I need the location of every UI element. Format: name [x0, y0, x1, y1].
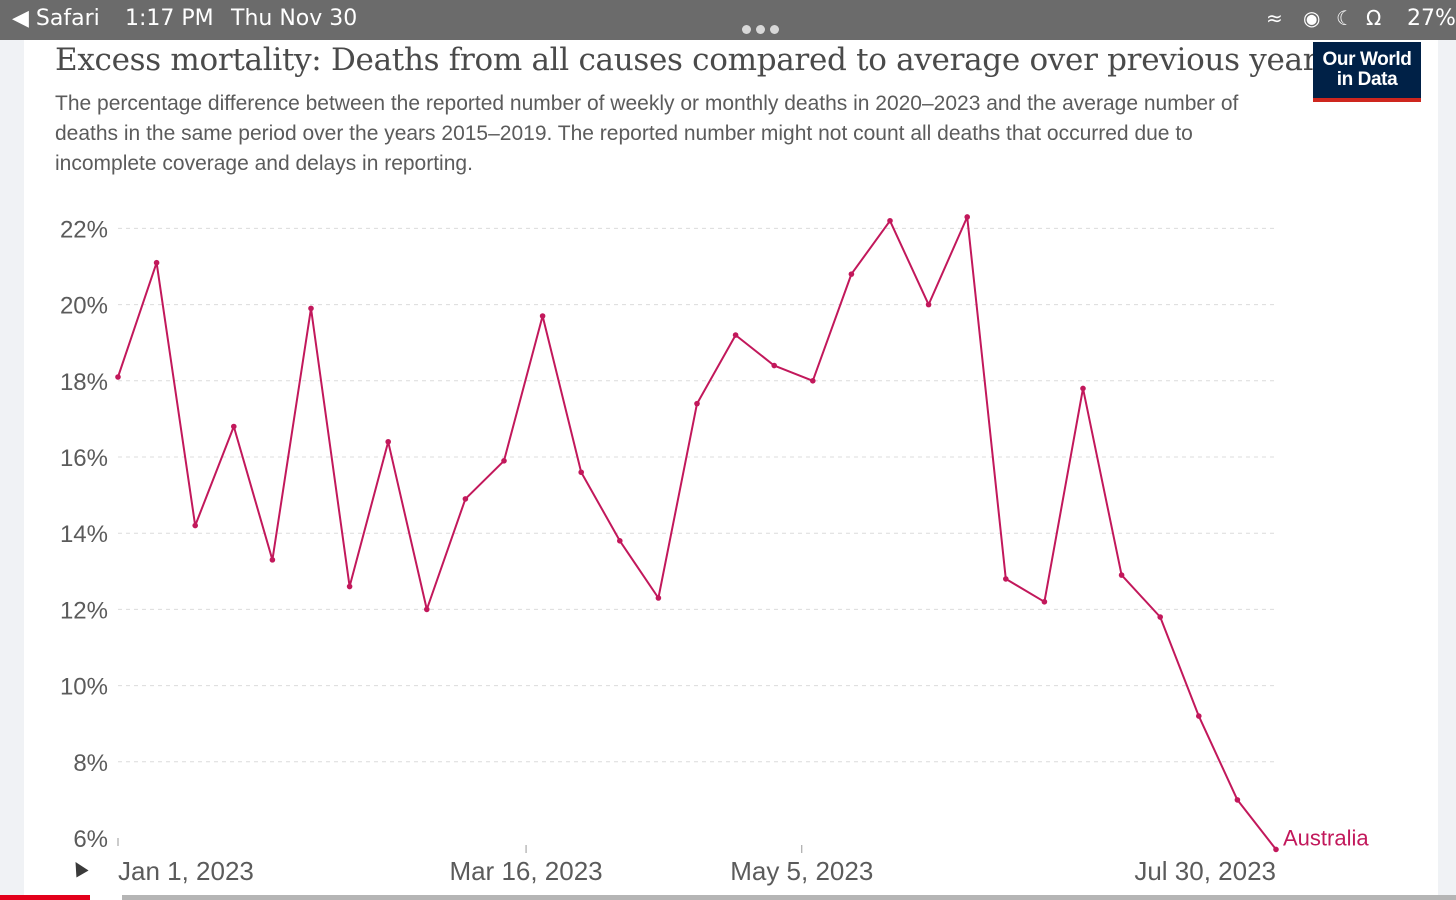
chart-subtitle: The percentage difference between the re…: [55, 92, 1239, 175]
y-tick-label: 20%: [60, 293, 108, 320]
x-tick-label: Mar 16, 2023: [449, 856, 602, 886]
back-arrow-icon: ◀: [12, 6, 29, 31]
data-point: [1234, 797, 1241, 803]
data-point: [925, 301, 932, 308]
data-point: [1196, 713, 1202, 719]
status-bar: ◀ Safari 1:17 PM Thu Nov 30 ≈ ◉ ☾ Ω 27%: [0, 0, 1456, 40]
series-label-australia: Australia: [1283, 825, 1369, 850]
progress-indicator: [0, 895, 90, 900]
y-axis: 6% 8% 10% 12% 14% 16% 18% 20% 22%: [60, 216, 108, 853]
x-axis: Jan 1, 2023 Mar 16, 2023 May 5, 2023 Jul 30…: [117, 838, 1276, 886]
data-point: [539, 313, 546, 319]
wifi-icon: ≈: [1266, 6, 1283, 30]
data-point: [1003, 576, 1009, 582]
data-point: [964, 214, 970, 220]
scroll-track: [122, 895, 1456, 900]
data-point: [617, 538, 623, 544]
x-tick-label: May 5, 2023: [730, 856, 873, 886]
right-margin: [1438, 40, 1456, 900]
y-tick-label: 12%: [60, 597, 108, 624]
data-point: [848, 271, 855, 277]
data-point: [810, 378, 816, 384]
status-time: 1:17 PM: [125, 6, 214, 31]
data-point: [1273, 846, 1279, 853]
data-point: [153, 259, 160, 266]
data-point: [771, 362, 777, 369]
gridlines: [118, 227, 1276, 763]
data-point: [1080, 385, 1086, 392]
series-australia: Australia: [115, 214, 1369, 853]
y-tick-label: 14%: [60, 521, 108, 548]
data-point: [501, 458, 507, 464]
data-point: [115, 374, 121, 380]
y-tick-label: 10%: [60, 674, 108, 701]
data-point: [346, 583, 353, 590]
y-tick-label: 22%: [60, 216, 108, 243]
logo-line-2: in Data: [1336, 69, 1398, 90]
back-to-app-button[interactable]: ◀ Safari: [12, 6, 100, 31]
data-point: [231, 423, 237, 430]
data-point: [424, 606, 430, 613]
moon-icon: ☾: [1336, 6, 1354, 30]
data-point: [462, 496, 469, 502]
battery-percent: 27%: [1407, 6, 1456, 31]
x-tick-label: Jan 1, 2023: [118, 856, 254, 886]
x-tick-label: Jul 30, 2023: [1134, 856, 1276, 886]
data-point: [192, 522, 198, 529]
data-point: [887, 217, 893, 224]
data-point: [655, 595, 662, 601]
multitasking-dots-icon[interactable]: [742, 15, 784, 40]
headphones-icon: Ω: [1366, 6, 1382, 30]
data-point: [732, 332, 739, 338]
left-margin: [0, 40, 24, 900]
logo-line-1: Our World: [1322, 49, 1412, 70]
back-app-label: Safari: [35, 6, 100, 31]
data-point: [578, 469, 584, 476]
our-world-in-data-logo[interactable]: Our World in Data: [1313, 42, 1421, 102]
data-point: [1157, 614, 1163, 620]
data-point: [1041, 598, 1048, 605]
data-point: [694, 400, 700, 407]
y-tick-label: 8%: [73, 750, 108, 777]
y-tick-label: 6%: [73, 826, 108, 853]
data-point: [385, 438, 392, 445]
data-point: [308, 305, 314, 312]
y-tick-label: 16%: [60, 445, 108, 472]
data-point: [1118, 572, 1125, 578]
y-tick-label: 18%: [60, 369, 108, 396]
status-date: Thu Nov 30: [231, 6, 358, 31]
data-point: [269, 557, 276, 563]
chart-title: Excess mortality: Deaths from all causes…: [55, 42, 1333, 78]
orientation-lock-icon: ◉: [1303, 6, 1321, 30]
